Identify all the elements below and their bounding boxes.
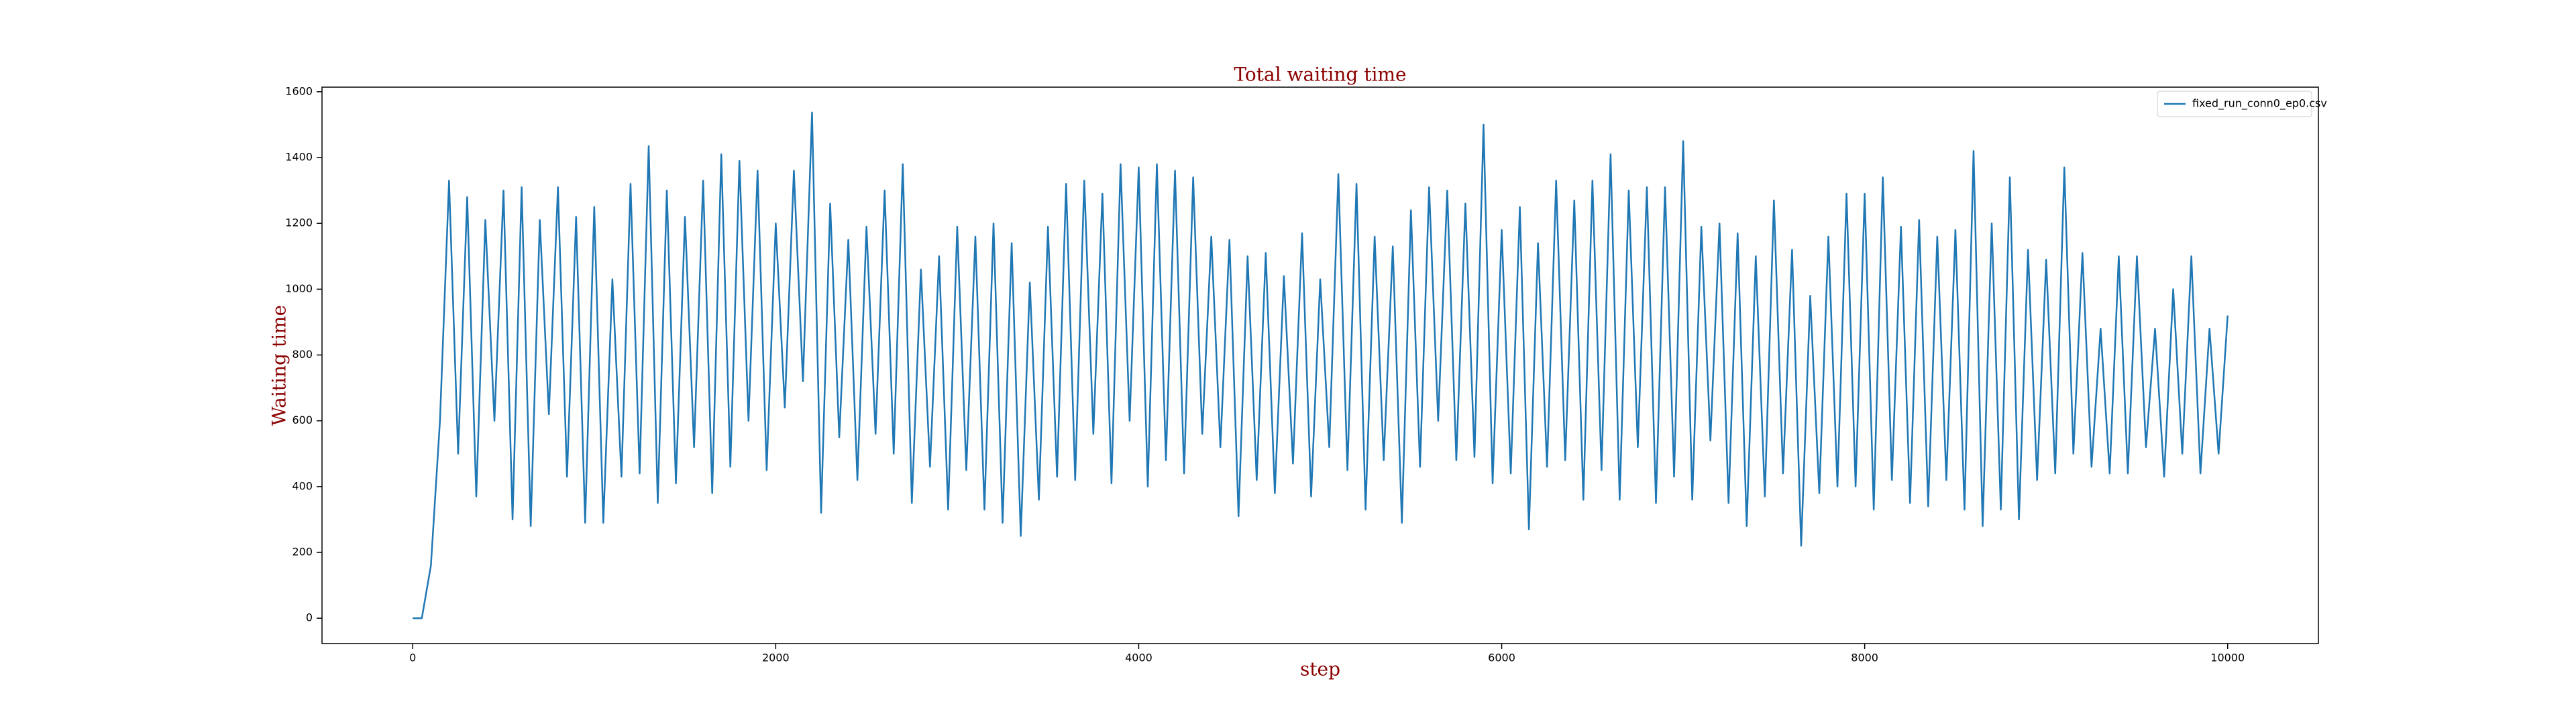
x-tick-label: 2000 <box>762 652 790 664</box>
x-tick-label: 4000 <box>1125 652 1152 664</box>
y-tick-label: 600 <box>292 414 313 426</box>
data-line <box>413 111 2229 619</box>
x-tick-label: 10000 <box>2210 652 2245 664</box>
y-tick-label: 0 <box>306 611 313 624</box>
y-tick-label: 1400 <box>285 151 313 164</box>
y-tick-label: 1000 <box>285 282 313 295</box>
legend-box <box>2157 90 2312 117</box>
y-axis-label: Waiting time <box>268 305 290 426</box>
x-axis-label: step <box>1300 658 1340 680</box>
x-tick-label: 6000 <box>1488 652 1515 664</box>
y-tick-label: 1200 <box>285 217 313 229</box>
chart-title: Total waiting time <box>1234 64 1406 86</box>
x-tick-label: 8000 <box>1851 652 1878 664</box>
legend: fixed_run_conn0_ep0.csv <box>2157 90 2327 117</box>
x-tick-label: 0 <box>409 652 416 664</box>
plot-frame <box>321 86 2319 644</box>
y-tick-label: 200 <box>292 546 313 558</box>
y-tick-label: 800 <box>292 348 313 361</box>
y-tick-label: 1600 <box>285 84 313 97</box>
legend-label: fixed_run_conn0_ep0.csv <box>2192 97 2327 111</box>
y-tick-label: 400 <box>292 479 313 492</box>
